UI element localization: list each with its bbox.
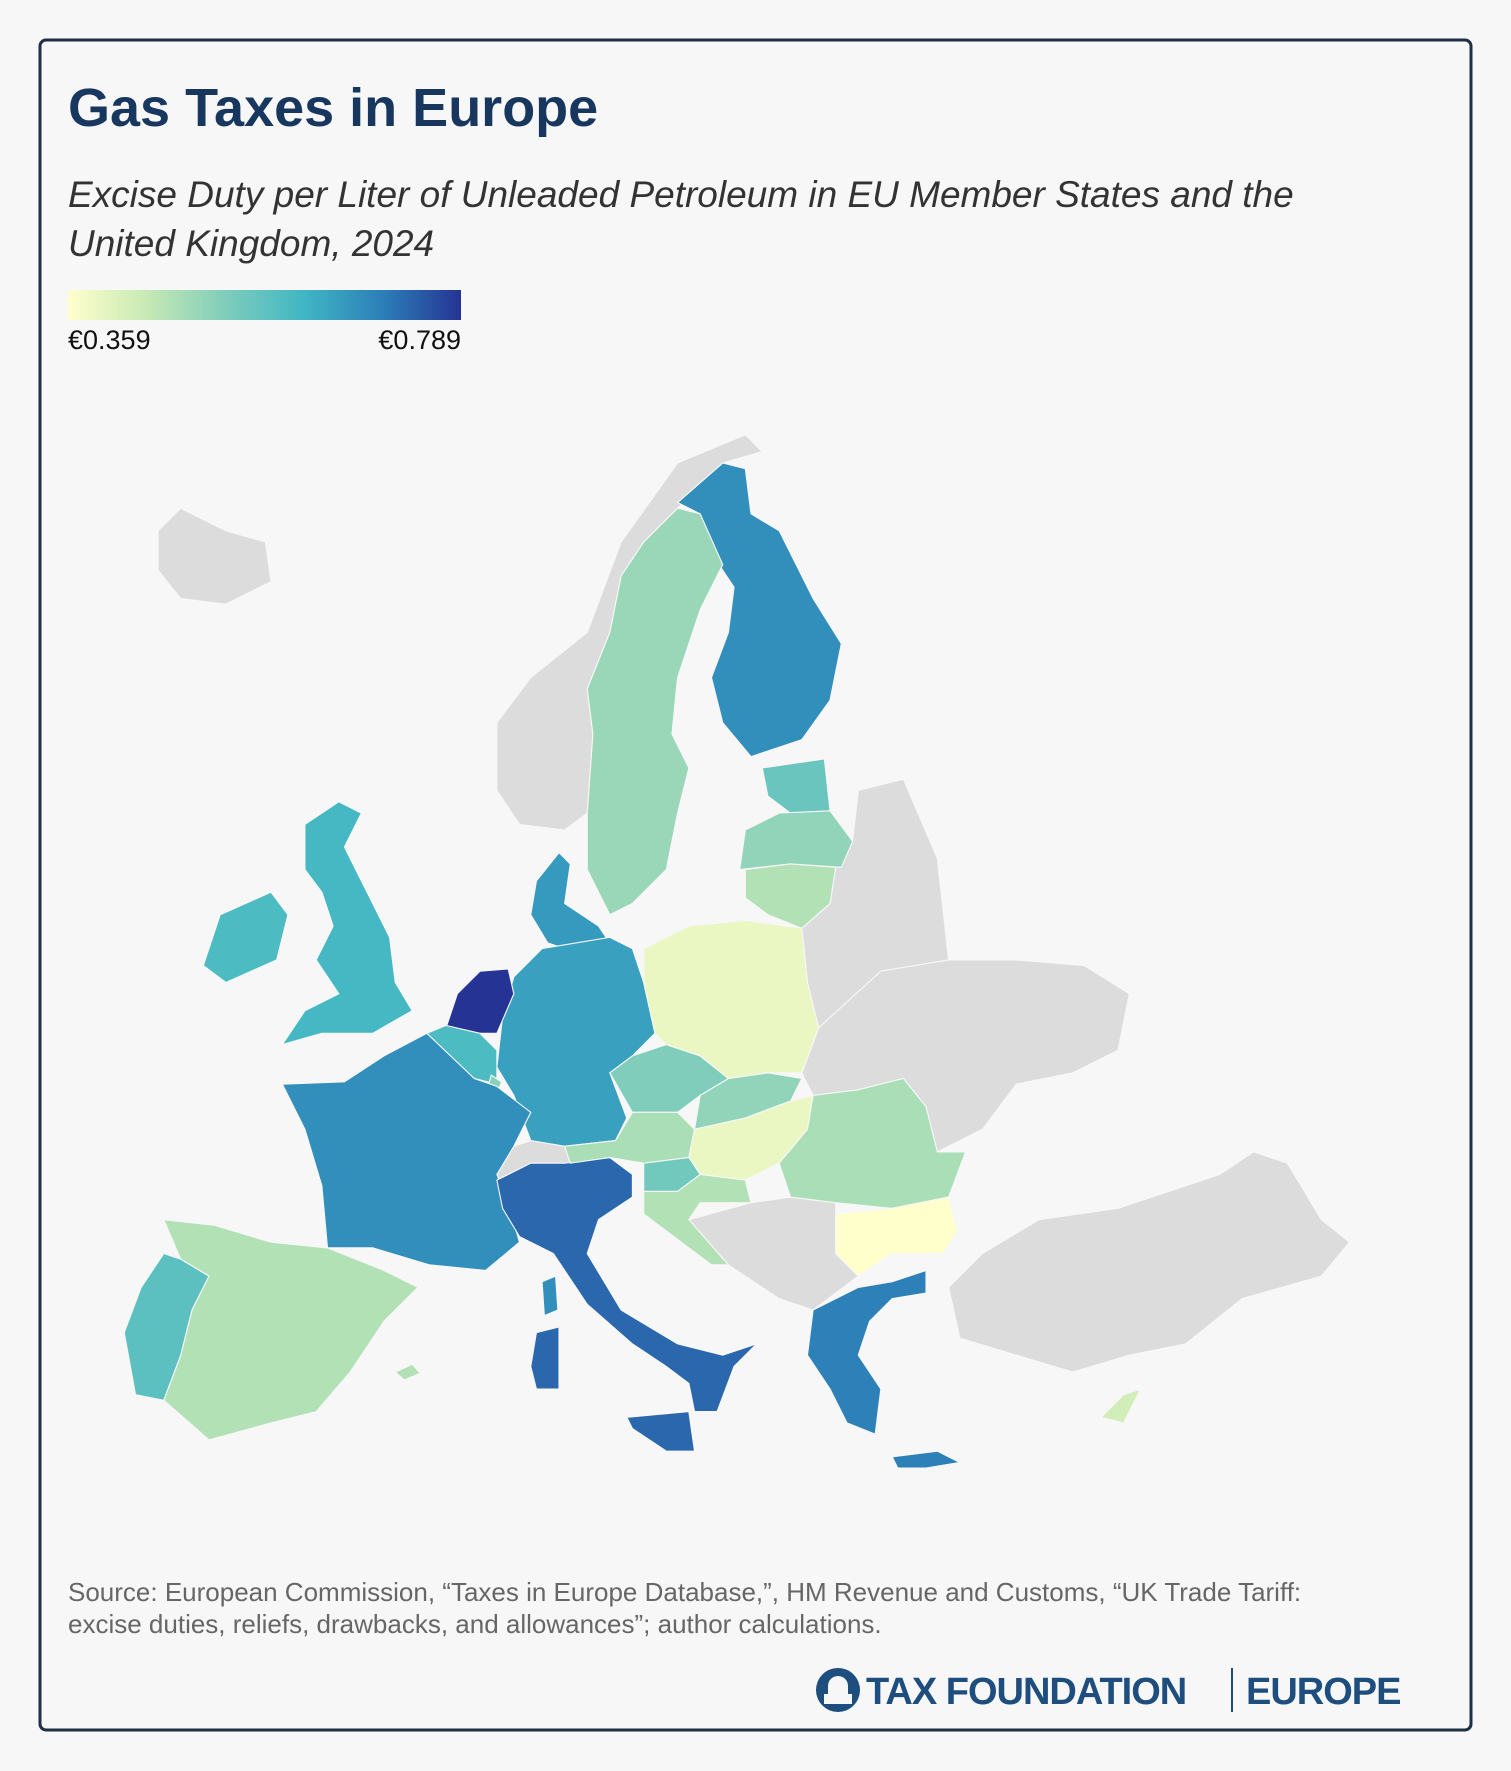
italy bbox=[625, 1411, 696, 1452]
iceland bbox=[157, 507, 272, 605]
source: excise duties, reliefs, drawbacks, and a… bbox=[68, 1609, 882, 1639]
logo-division: EUROPE bbox=[1246, 1671, 1400, 1713]
map bbox=[123, 434, 1351, 1469]
greece bbox=[806, 1269, 927, 1436]
source: Source: European Commission, “Taxes in E… bbox=[68, 1577, 1301, 1607]
turkey bbox=[947, 1151, 1351, 1373]
latvia bbox=[739, 810, 854, 871]
italy bbox=[496, 1156, 758, 1413]
denmark bbox=[530, 851, 611, 950]
greece bbox=[891, 1450, 962, 1469]
bulgaria bbox=[835, 1196, 959, 1277]
title: Gas Taxes in Europe bbox=[68, 78, 598, 138]
logo-name: TAX FOUNDATION bbox=[866, 1671, 1186, 1713]
italy bbox=[530, 1326, 560, 1390]
croatia bbox=[643, 1173, 752, 1266]
subtitle: United Kingdom, 2024 bbox=[68, 223, 434, 264]
poland bbox=[643, 919, 820, 1080]
legend-gradient bbox=[68, 290, 461, 320]
cyprus bbox=[1099, 1388, 1142, 1424]
logo-dome bbox=[824, 1676, 852, 1704]
subtitle: Excise Duty per Liter of Unleaded Petrol… bbox=[68, 174, 1294, 215]
spain bbox=[394, 1363, 422, 1381]
sweden bbox=[586, 507, 724, 916]
lithuania bbox=[744, 863, 837, 929]
legend-max: €0.789 bbox=[378, 325, 461, 355]
germany bbox=[496, 936, 656, 1147]
portugal bbox=[123, 1252, 210, 1401]
eu-countries bbox=[123, 462, 1142, 1469]
legend-min: €0.359 bbox=[68, 325, 151, 355]
united-kingdom bbox=[281, 801, 413, 1046]
france bbox=[541, 1275, 559, 1317]
ireland bbox=[202, 891, 289, 984]
non-eu-countries bbox=[157, 434, 1351, 1373]
